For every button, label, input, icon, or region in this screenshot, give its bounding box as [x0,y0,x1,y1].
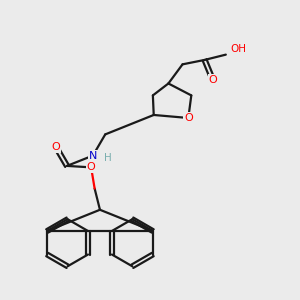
Text: O: O [208,75,217,85]
Text: H: H [104,153,112,163]
Text: O: O [184,113,193,123]
Text: O: O [87,162,95,172]
Text: N: N [89,151,97,160]
Text: OH: OH [230,44,246,54]
Text: O: O [51,142,60,152]
